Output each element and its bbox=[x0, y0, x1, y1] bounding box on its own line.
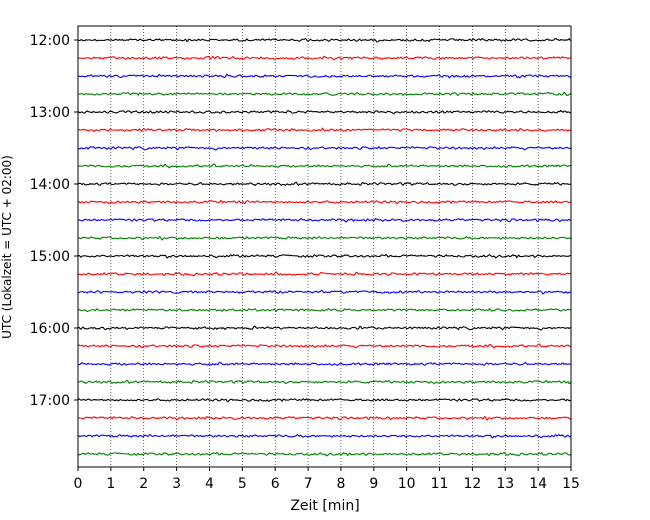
x-axis: 0 1 2 3 4 5 6 7 8 9 10 11 12 13 14 15 bbox=[74, 467, 580, 492]
x-tick-label: 4 bbox=[205, 476, 214, 492]
trace-line bbox=[77, 434, 572, 439]
trace-line bbox=[77, 73, 572, 79]
grid-layer bbox=[110, 26, 539, 467]
trace-line bbox=[77, 235, 572, 241]
trace-line bbox=[77, 163, 572, 169]
y-tick-label: 14:00 bbox=[30, 177, 70, 193]
x-tick-label: 0 bbox=[74, 476, 83, 492]
x-tick-label: 7 bbox=[304, 476, 313, 492]
x-tick-label: 9 bbox=[369, 476, 378, 492]
trace-line bbox=[77, 145, 572, 151]
trace-layer bbox=[77, 37, 572, 457]
trace-line bbox=[77, 361, 572, 366]
y-axis: 12:00 13:00 14:00 15:00 16:00 17:00 bbox=[30, 33, 78, 409]
x-tick-label: 1 bbox=[106, 476, 115, 492]
x-tick-label: 10 bbox=[398, 476, 416, 492]
x-tick-label: 14 bbox=[529, 476, 547, 492]
trace-line bbox=[77, 37, 572, 43]
trace-line bbox=[77, 271, 572, 277]
trace-line bbox=[77, 289, 572, 295]
y-axis-label: UTC (Lokalzeit = UTC + 02:00) bbox=[0, 155, 14, 339]
trace-line bbox=[77, 451, 572, 457]
trace-line bbox=[77, 398, 572, 403]
x-tick-label: 3 bbox=[172, 476, 181, 492]
y-tick-label: 15:00 bbox=[30, 249, 70, 265]
x-tick-label: 8 bbox=[336, 476, 345, 492]
y-tick-label: 13:00 bbox=[30, 105, 70, 121]
x-tick-label: 2 bbox=[139, 476, 148, 492]
trace-line bbox=[77, 199, 572, 205]
trace-line bbox=[77, 253, 572, 259]
x-tick-label: 11 bbox=[431, 476, 449, 492]
trace-line bbox=[77, 379, 572, 385]
trace-line bbox=[77, 307, 572, 313]
x-tick-label: 12 bbox=[463, 476, 481, 492]
x-tick-label: 13 bbox=[496, 476, 514, 492]
trace-line bbox=[77, 325, 572, 331]
x-tick-label: 6 bbox=[271, 476, 280, 492]
trace-line bbox=[77, 181, 572, 187]
y-tick-label: 17:00 bbox=[30, 393, 70, 409]
y-tick-label: 12:00 bbox=[30, 33, 70, 49]
plot-frame bbox=[77, 25, 572, 468]
trace-line bbox=[77, 91, 572, 97]
x-axis-label: Zeit [min] bbox=[290, 498, 359, 514]
trace-line bbox=[77, 109, 572, 115]
trace-line bbox=[77, 55, 572, 61]
trace-line bbox=[77, 217, 572, 223]
y-tick-label: 16:00 bbox=[30, 321, 70, 337]
trace-line bbox=[77, 343, 572, 349]
trace-line bbox=[77, 415, 572, 421]
x-tick-label: 15 bbox=[562, 476, 580, 492]
x-tick-label: 5 bbox=[238, 476, 247, 492]
trace-line bbox=[77, 127, 572, 133]
